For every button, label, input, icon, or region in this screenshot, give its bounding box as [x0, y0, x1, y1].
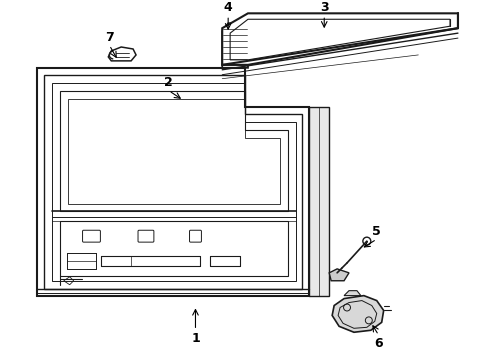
Polygon shape [222, 13, 458, 65]
Polygon shape [332, 296, 384, 332]
Text: 1: 1 [191, 332, 200, 345]
Polygon shape [329, 269, 349, 281]
Polygon shape [344, 291, 361, 296]
Text: 5: 5 [372, 225, 381, 238]
Text: 6: 6 [374, 337, 383, 350]
Polygon shape [37, 68, 309, 296]
Text: 4: 4 [224, 1, 233, 14]
Text: 2: 2 [164, 76, 173, 89]
Polygon shape [222, 23, 248, 68]
Polygon shape [309, 107, 329, 296]
Text: 7: 7 [105, 31, 114, 44]
Text: 3: 3 [320, 1, 329, 14]
